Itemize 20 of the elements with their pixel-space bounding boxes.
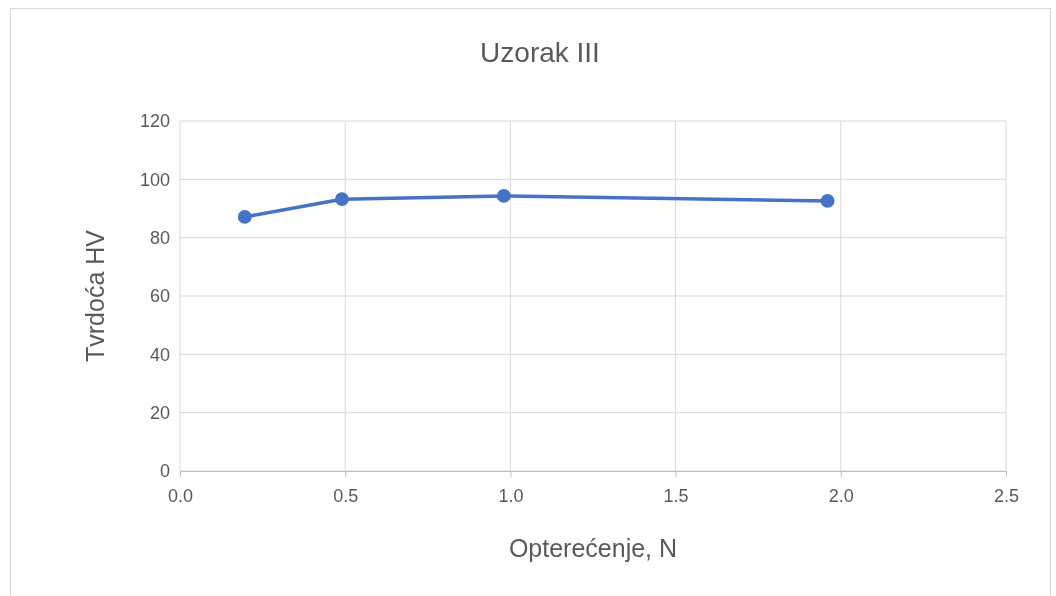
x-tick-label: 0.0 (167, 485, 194, 506)
y-tick-label: 0 (159, 461, 170, 482)
y-tick-label: 120 (139, 111, 170, 132)
point (820, 194, 835, 208)
y-axis-title: Tvrdoća HV (81, 229, 109, 362)
point (237, 210, 252, 224)
x-tick-label: 1.0 (498, 485, 524, 506)
y-tick-label: 20 (149, 402, 170, 423)
x-tick-label: 2.0 (828, 485, 854, 506)
y-tick-label: 80 (149, 227, 170, 248)
y-tick-label: 100 (139, 169, 170, 190)
x-tick-label: 1.5 (663, 485, 689, 506)
y-tick-label: 40 (149, 344, 170, 365)
x-tick-label: 0.5 (333, 485, 359, 506)
y-tick-label: 60 (149, 286, 170, 307)
point (496, 189, 511, 203)
chart-title: Uzorak III (480, 37, 600, 68)
point (334, 192, 349, 207)
x-axis-title: Opterećenje, N (508, 534, 678, 562)
x-tick-label: 2.5 (993, 485, 1020, 506)
